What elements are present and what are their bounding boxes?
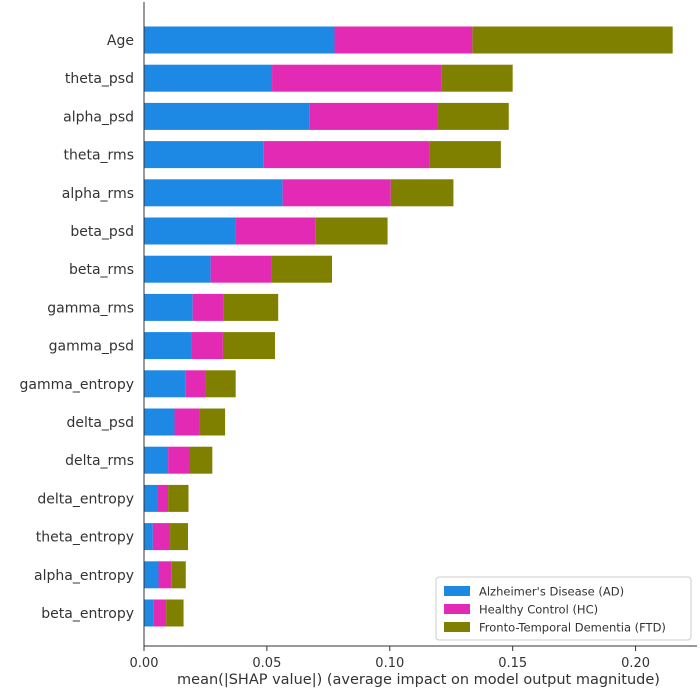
bar-beta-entropy-series-1 — [153, 599, 167, 627]
bar-gamma-rms-series-1 — [192, 293, 224, 321]
bar-delta-entropy-series-0 — [144, 484, 158, 512]
y-tick-label-Age: Age — [107, 33, 134, 49]
y-tick-label-delta-entropy: delta_entropy — [37, 491, 134, 507]
bar-gamma-rms-series-2 — [223, 293, 279, 321]
y-tick-label-gamma-psd: gamma_psd — [49, 339, 134, 355]
y-tick-label-beta-rms: beta_rms — [69, 262, 134, 278]
x-axis-title: mean(|SHAP value|) (average impact on mo… — [177, 672, 660, 688]
y-tick-label-alpha-rms: alpha_rms — [62, 186, 134, 202]
legend: Alzheimer's Disease (AD) Healthy Control … — [435, 576, 692, 641]
bar-theta-psd-series-1 — [272, 64, 442, 92]
bar-gamma-psd-series-1 — [191, 332, 223, 360]
legend-swatch-2 — [444, 622, 470, 632]
bar-alpha-psd-series-0 — [144, 102, 310, 130]
bar-theta-rms-series-2 — [429, 141, 501, 169]
bar-gamma-rms-series-0 — [144, 293, 193, 321]
bar-gamma-psd-series-0 — [144, 332, 192, 360]
bar-beta-rms-series-1 — [210, 255, 272, 283]
x-tick-label: 0.10 — [375, 656, 404, 671]
bar-alpha-rms-series-1 — [282, 179, 391, 207]
y-tick-label-theta-entropy: theta_entropy — [36, 530, 134, 546]
bar-alpha-rms-series-2 — [390, 179, 454, 207]
x-tick-label: 0.00 — [130, 656, 159, 671]
bar-theta-entropy-series-2 — [170, 523, 188, 551]
bar-gamma-psd-series-2 — [222, 332, 275, 360]
bar-Age-series-1 — [334, 26, 473, 54]
legend-frame — [435, 576, 692, 641]
y-tick-label-delta-rms: delta_rms — [65, 453, 134, 469]
bar-alpha-psd-series-1 — [309, 102, 438, 130]
bar-Age-series-2 — [472, 26, 673, 54]
legend-label-0: Alzheimer's Disease (AD) — [479, 585, 624, 599]
bar-delta-entropy-series-2 — [168, 484, 189, 512]
bar-theta-psd-series-2 — [441, 64, 513, 92]
bar-alpha-entropy-series-2 — [171, 561, 186, 589]
bar-alpha-psd-series-2 — [437, 102, 509, 130]
legend-swatch-1 — [444, 604, 470, 614]
bar-delta-psd-series-2 — [199, 408, 226, 436]
legend-swatch-0 — [444, 586, 470, 596]
bar-gamma-entropy-series-0 — [144, 370, 186, 398]
bar-theta-psd-series-0 — [144, 64, 273, 92]
bar-beta-rms-series-2 — [271, 255, 333, 283]
bars-layer — [144, 26, 673, 627]
bar-delta-rms-series-1 — [168, 446, 189, 474]
bar-alpha-entropy-series-1 — [158, 561, 172, 589]
bar-delta-entropy-series-1 — [157, 484, 169, 512]
y-tick-label-beta-psd: beta_psd — [70, 224, 134, 240]
legend-label-2: Fronto-Temporal Dementia (FTD) — [479, 621, 666, 635]
legend-label-1: Healthy Control (HC) — [479, 603, 598, 617]
bar-delta-rms-series-0 — [144, 446, 169, 474]
bar-beta-psd-series-1 — [235, 217, 316, 245]
bar-theta-entropy-series-0 — [144, 523, 153, 551]
y-tick-label-theta-rms: theta_rms — [64, 148, 135, 164]
bar-beta-psd-series-0 — [144, 217, 236, 245]
bar-gamma-entropy-series-2 — [205, 370, 236, 398]
bar-delta-psd-series-1 — [174, 408, 200, 436]
bar-delta-psd-series-0 — [144, 408, 175, 436]
bar-beta-entropy-series-2 — [166, 599, 184, 627]
y-tick-label-alpha-psd: alpha_psd — [63, 109, 134, 125]
y-tick-label-delta-psd: delta_psd — [66, 415, 134, 431]
y-tick-label-gamma-entropy: gamma_entropy — [20, 377, 134, 393]
x-tick-label: 0.20 — [621, 656, 650, 671]
bar-beta-psd-series-2 — [315, 217, 388, 245]
bar-delta-rms-series-2 — [188, 446, 213, 474]
y-tick-labels: Age theta_psd alpha_psd theta_rms alpha_rmsb… — [20, 33, 134, 622]
bar-theta-entropy-series-1 — [152, 523, 171, 551]
bar-theta-rms-series-1 — [263, 141, 430, 169]
y-tick-label-alpha-entropy: alpha_entropy — [34, 568, 134, 584]
bar-beta-rms-series-0 — [144, 255, 211, 283]
x-ticks: 0.00 0.05 0.10 0.15 0.20 — [130, 646, 650, 671]
x-tick-label: 0.05 — [252, 656, 281, 671]
bar-alpha-entropy-series-0 — [144, 561, 159, 589]
bar-Age-series-0 — [144, 26, 335, 54]
bar-gamma-entropy-series-1 — [185, 370, 206, 398]
x-tick-label: 0.15 — [498, 656, 527, 671]
y-tick-label-beta-entropy: beta_entropy — [41, 606, 134, 622]
bar-theta-rms-series-0 — [144, 141, 264, 169]
y-tick-label-gamma-rms: gamma_rms — [47, 300, 134, 316]
bar-alpha-rms-series-0 — [144, 179, 283, 207]
bar-beta-entropy-series-0 — [144, 599, 154, 627]
y-tick-label-theta-psd: theta_psd — [65, 71, 134, 87]
